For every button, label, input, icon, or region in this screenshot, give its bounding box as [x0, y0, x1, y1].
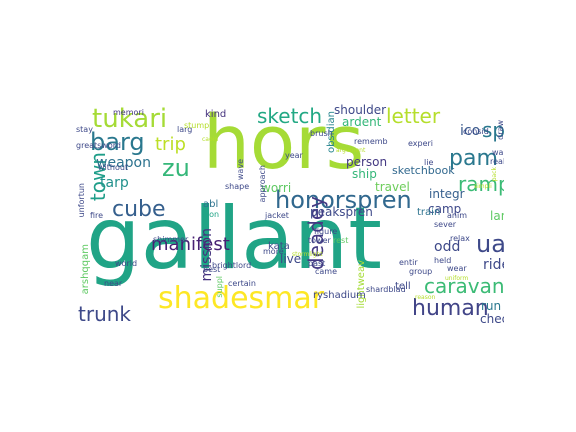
word-stay: stay	[76, 125, 93, 134]
word-argument: argument	[336, 147, 366, 154]
word-alon: alon	[202, 210, 220, 219]
word-caravan: caravan	[424, 274, 504, 298]
word-ramp: ramp	[458, 172, 504, 196]
word-fire: fire	[90, 211, 104, 220]
word-uniform: uniform	[445, 275, 469, 282]
word-group: group	[409, 267, 433, 276]
word-run: run	[481, 299, 502, 313]
word-brightlord: brightlord	[212, 261, 252, 270]
word-real: real	[490, 157, 504, 166]
word-reason: reason	[415, 294, 436, 301]
word-odd: odd	[434, 239, 461, 255]
word-honorspren: honorspren	[275, 186, 412, 214]
word-kind: kind	[205, 109, 227, 120]
word-sketchbook: sketchbook	[392, 164, 455, 177]
word-unfortun: unfortun	[77, 183, 86, 218]
word-world: world	[115, 259, 138, 268]
word-shardblad: shardblad	[366, 285, 406, 294]
word-peakspren: peakspren	[310, 205, 373, 219]
word-tukari: tukari	[92, 104, 168, 134]
word-approach: approach	[258, 165, 267, 203]
word-more: more	[263, 247, 284, 256]
word-past: past	[308, 259, 326, 268]
word-camp: camp	[428, 202, 462, 216]
word-relax: relax	[450, 234, 470, 243]
word-without: without	[98, 163, 129, 172]
word-consid: consid	[463, 127, 489, 136]
word-pack: pack	[491, 167, 498, 182]
word-person: person	[346, 155, 388, 169]
word-trip: trip	[155, 134, 186, 155]
word-wear: wear	[447, 264, 467, 273]
word-stump: stump	[184, 121, 210, 130]
word-rest: rest	[333, 236, 349, 245]
word-gallant: gallant	[86, 189, 383, 289]
word-came: came	[315, 267, 338, 276]
word-greatsword: greatsword	[76, 141, 121, 150]
word-cloud: gallant hors shadesmar honorspren tukari pam c…	[72, 104, 504, 328]
word-shadesmar: shadesmar	[158, 281, 325, 316]
word-near: near	[104, 279, 123, 288]
word-tower: tower	[308, 236, 331, 245]
word-ico: ico	[460, 123, 481, 139]
word-larg: larg	[177, 125, 193, 134]
word-kata: kata	[268, 241, 290, 252]
word-ship: ship	[352, 167, 377, 181]
word-brush: brush	[310, 129, 333, 138]
word-check: check	[480, 312, 504, 326]
word-lie: lie	[424, 158, 434, 167]
word-weapon: weapon	[96, 155, 151, 171]
word-ua: ua	[476, 230, 504, 258]
word-memori: memori	[113, 108, 144, 117]
word-tell: tell	[395, 281, 411, 292]
word-manifest: manifest	[151, 234, 230, 255]
word-wave: wave	[236, 159, 245, 181]
word-train: train	[417, 207, 441, 218]
word-integr: integr	[429, 187, 465, 201]
word-letter: letter	[386, 104, 441, 128]
word-abl: abl	[203, 199, 219, 210]
word-ardent: ardent	[342, 115, 382, 129]
word-cube: cube	[112, 197, 166, 222]
word-stormlight: stormlight	[292, 251, 323, 258]
word-figure: figure	[314, 227, 338, 236]
word-travel: travel	[375, 180, 410, 194]
word-land: land	[490, 209, 504, 223]
word-worri: worri	[261, 181, 292, 195]
word-experi: experi	[408, 139, 434, 148]
word-jacket: jacket	[265, 211, 289, 220]
word-caoin: caoin	[202, 136, 219, 143]
word-shape: shape	[225, 182, 250, 191]
word-live: live	[280, 252, 302, 266]
word-held: held	[434, 256, 452, 265]
word-best: best	[203, 265, 221, 274]
word-human: human	[412, 296, 489, 321]
word-ryshadium: ryshadium	[313, 290, 366, 301]
word-sever: sever	[434, 220, 457, 229]
word-shoulder: shoulder	[334, 104, 387, 117]
word-sketch: sketch	[257, 104, 323, 128]
word-wait: wait	[492, 148, 504, 157]
word-ride: ride	[483, 257, 504, 273]
word-draw: draw	[496, 120, 504, 140]
word-pam: pam	[449, 146, 498, 171]
word-certain: certain	[228, 279, 256, 288]
word-simpli: simpli	[474, 183, 492, 190]
word-year: year	[285, 151, 303, 160]
word-spi: spi	[482, 118, 504, 142]
word-anim: anim	[447, 211, 467, 220]
word-entir: entir	[399, 258, 418, 267]
word-suppl: suppl	[215, 276, 224, 298]
word-zu: zu	[162, 154, 190, 182]
word-tarp: tarp	[100, 175, 129, 191]
word-trunk: trunk	[78, 302, 131, 326]
word-arshqqam: arshqqam	[80, 244, 91, 295]
word-hors: hors	[203, 104, 365, 186]
word-barg: barg	[90, 128, 145, 156]
word-shimmer: shimmer	[153, 235, 189, 244]
word-rememb: rememb	[354, 137, 388, 146]
